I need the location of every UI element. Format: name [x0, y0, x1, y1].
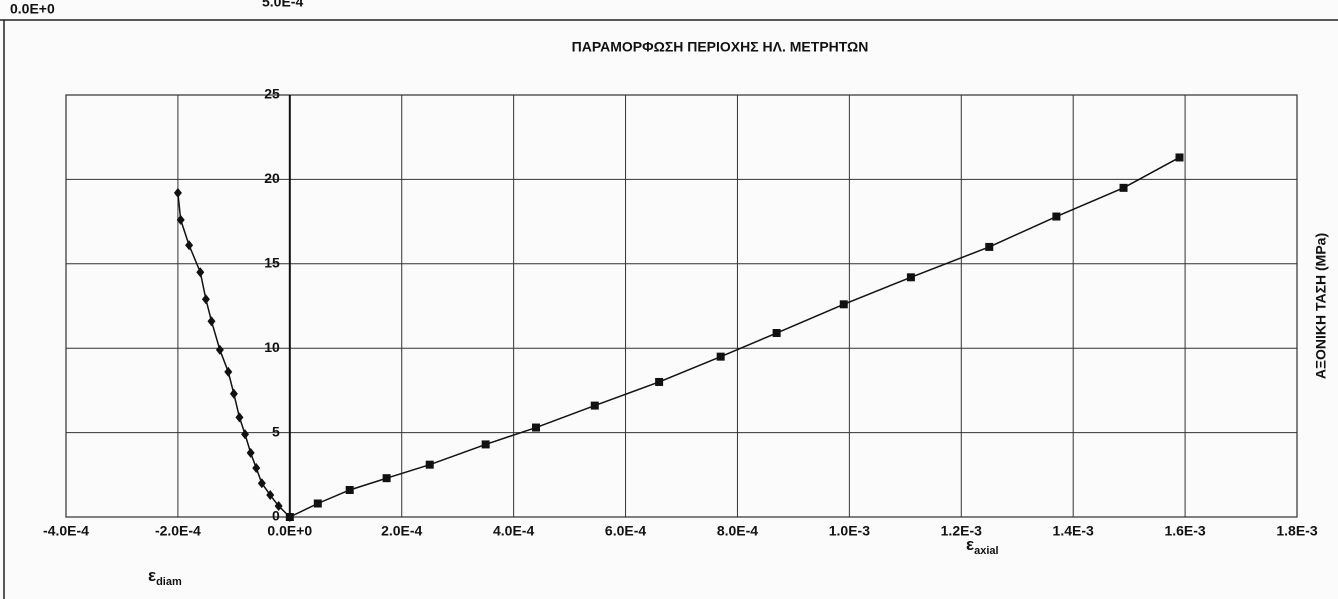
x-tick-label: -2.0E-4 [155, 523, 201, 539]
square-marker [839, 300, 848, 309]
diamond-marker [252, 463, 261, 474]
square-marker [772, 329, 781, 338]
square-marker [532, 423, 541, 432]
x-tick-label: 1.0E-3 [829, 523, 870, 539]
x-tick-label: 4.0E-4 [493, 523, 534, 539]
square-marker [481, 440, 490, 449]
square-marker [345, 485, 354, 494]
square-marker [1119, 183, 1128, 192]
chart-title: ΠΑΡΑΜΟΡΦΩΣΗ ΠΕΡΙΟΧΗΣ ΗΛ. ΜΕΤΡΗΤΩΝ [572, 39, 869, 55]
subscript: diam [156, 576, 182, 588]
x-tick-label: 1.2E-3 [941, 523, 982, 539]
x-tick-label: -4.0E-4 [43, 523, 89, 539]
diamond-marker [235, 412, 244, 423]
square-marker [985, 242, 994, 251]
x-axis-label: εdiam [148, 566, 182, 587]
y-tick-label: 25 [264, 86, 280, 102]
square-marker [655, 377, 664, 386]
diamond-marker [176, 214, 185, 225]
y-tick-label: 10 [264, 339, 280, 355]
x-tick-label: 6.0E-4 [605, 523, 646, 539]
top-fragment: 5.0E-4 [262, 0, 303, 10]
diamond-marker [229, 388, 238, 399]
x-axis-label: εaxial [966, 535, 999, 556]
y-tick-label: 5 [272, 423, 280, 439]
y-tick-label: 15 [264, 255, 280, 271]
diamond-marker [185, 240, 194, 251]
y-tick-label: 20 [264, 170, 280, 186]
square-marker [1175, 153, 1184, 162]
symbol: ε [966, 535, 974, 554]
x-tick-label: 1.4E-3 [1053, 523, 1094, 539]
diamond-marker [274, 501, 283, 512]
diamond-marker [224, 366, 233, 377]
y-tick-label: 0 [272, 508, 280, 524]
x-tick-label: 1.8E-3 [1276, 523, 1317, 539]
square-marker [590, 401, 599, 410]
subscript: axial [974, 545, 998, 557]
diamond-marker [196, 267, 205, 278]
square-marker [425, 460, 434, 469]
diamond-marker [173, 187, 182, 198]
x-tick-label: 0.0E+0 [267, 523, 312, 539]
diamond-marker [241, 429, 250, 440]
square-marker [285, 513, 294, 521]
diamond-marker [207, 316, 216, 327]
square-marker [382, 474, 391, 483]
x-tick-label: 1.6E-3 [1164, 523, 1205, 539]
x-tick-label: 8.0E-4 [717, 523, 758, 539]
square-marker [716, 352, 725, 361]
square-marker [906, 273, 915, 282]
x-tick-label: 2.0E-4 [381, 523, 422, 539]
y-axis-label: ΑΞΟΝΙΚΗ ΤΑΣΗ (MPa) [1313, 233, 1329, 379]
diamond-marker [201, 294, 210, 305]
square-marker [313, 499, 322, 508]
diamond-marker [266, 490, 275, 501]
symbol: ε [148, 566, 156, 585]
diamond-marker [257, 478, 266, 489]
top-fragment: 0.0E+0 [10, 1, 55, 17]
diamond-marker [215, 344, 224, 355]
square-marker [1052, 212, 1061, 221]
diamond-marker [246, 447, 255, 458]
